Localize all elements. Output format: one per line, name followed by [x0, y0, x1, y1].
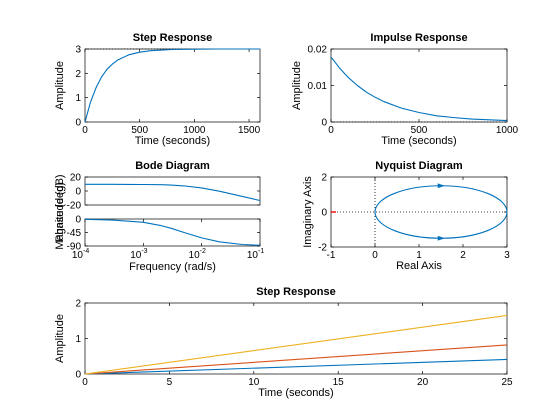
- step-response-bottom-axes-box: [84, 302, 508, 375]
- nyquist-xtick-label-1: 0: [372, 250, 378, 261]
- step-response-bottom-xtick-label-4: 20: [417, 377, 429, 388]
- step-response-bottom-xtick-label-2: 10: [248, 377, 260, 388]
- nyquist-panel: -1 0 1 2 3 -2 0 2 Nyquist Diagram Real Axis Imagin…: [302, 160, 510, 272]
- nyquist-direction-arrow-1: [437, 235, 445, 241]
- bode-phase-xlabel: Frequency (rad/s): [129, 261, 216, 273]
- nyquist-direction-arrow-0: [437, 183, 445, 189]
- bode-phase-ytick-label-1: -45: [67, 228, 82, 239]
- bode-phase-xtick-base-1: 10: [130, 250, 142, 261]
- nyquist-title: Nyquist Diagram: [375, 160, 463, 172]
- bode-phase-xtick-exp-0: -4: [83, 248, 89, 255]
- bode-magnitude-series-0: [85, 183, 261, 202]
- impulse-response-ytick-label-1: 0.01: [308, 81, 328, 92]
- bode-phase-xtick-exp-1: -3: [141, 248, 147, 255]
- step-response-top-title: Step Response: [133, 32, 212, 44]
- impulse-response-series-0: [330, 56, 508, 122]
- impulse-response-xtick-label-0: 0: [328, 125, 334, 136]
- step-response-top-axes-box: [84, 48, 261, 123]
- step-response-bottom-xtick-label-5: 25: [501, 377, 513, 388]
- step-response-top-ytick-label-0: 0: [75, 118, 81, 129]
- bode-phase-xtick-exp-2: -2: [200, 248, 206, 255]
- bode-phase-series-0: [84, 218, 261, 246]
- step-response-top-series-0: [84, 48, 260, 123]
- bode-phase-ytick-label-0: -90: [67, 242, 82, 253]
- impulse-response-xtick-label-1: 500: [411, 125, 428, 136]
- bode-magnitude-axes-box: [84, 176, 261, 206]
- impulse-response-xlabel: Time (seconds): [381, 135, 456, 147]
- nyquist-ytick-label-2: 2: [321, 173, 327, 184]
- step-response-top-panel: 0 500 1000 1500 0 1 2 3 Step Response Time (secon…: [54, 32, 261, 147]
- step-response-top-ytick-label-2: 2: [75, 69, 81, 80]
- bode-magnitude-ytick-label-0: -20: [67, 201, 82, 212]
- step-response-bottom-series-0: [84, 358, 508, 375]
- step-response-bottom-ytick-label-0: 0: [75, 370, 81, 381]
- step-response-bottom-series-2: [84, 314, 508, 375]
- impulse-response-panel: 0 500 1000 0 0.01 0.02 Impulse Response Time (s…: [291, 32, 519, 147]
- step-response-top-ytick-label-3: 3: [75, 45, 81, 56]
- step-response-bottom-xtick-label-3: 15: [333, 377, 345, 388]
- step-response-top-xtick-label-2: 1000: [183, 125, 206, 136]
- bode-phase-xtick-base-3: 10: [247, 250, 259, 261]
- step-response-top-ytick-label-1: 1: [75, 93, 81, 104]
- step-response-top-xlabel: Time (seconds): [135, 135, 210, 147]
- nyquist-xtick-label-4: 3: [504, 250, 510, 261]
- step-response-bottom-xtick-label-1: 5: [167, 377, 173, 388]
- nyquist-ytick-label-0: -2: [318, 243, 327, 254]
- bode-magnitude-ytick-label-1: 0: [75, 187, 81, 198]
- step-response-bottom-xtick-label-0: 0: [82, 377, 88, 388]
- step-response-bottom-title: Step Response: [256, 286, 335, 298]
- step-response-bottom-series-1: [84, 344, 508, 375]
- bode-phase-xtick-exp-3: -1: [258, 248, 264, 255]
- step-response-bottom-panel: 0 5 10 15 20 25 0 1 2 Step Response Time (seconds)…: [54, 286, 513, 399]
- step-response-top-xtick-label-1: 500: [131, 125, 148, 136]
- bode-magnitude-ylabel: Magnitude (dB): [54, 174, 66, 249]
- nyquist-ylabel: Imaginary Axis: [302, 176, 314, 248]
- nyquist-xtick-label-3: 2: [460, 250, 466, 261]
- step-response-top-xtick-label-0: 0: [82, 125, 88, 136]
- nyquist-ytick-label-1: 0: [321, 208, 327, 219]
- impulse-response-ytick-label-0: 0: [321, 118, 327, 129]
- impulse-response-title: Impulse Response: [370, 32, 467, 44]
- nyquist-xtick-label-0: -1: [327, 250, 336, 261]
- step-response-top-xtick-label-3: 1500: [238, 125, 261, 136]
- step-response-bottom-ytick-label-1: 1: [75, 334, 81, 345]
- bode-phase-xtick-base-0: 10: [72, 250, 84, 261]
- step-response-top-ylabel: Amplitude: [54, 61, 66, 110]
- bode-phase-ylabel: Phase (deg): [54, 182, 66, 242]
- bode-magnitude-panel: -20 0 20 Bode Diagram Magnitude (dB): [54, 160, 261, 250]
- nyquist-xtick-label-2: 1: [416, 250, 422, 261]
- bode-magnitude-title: Bode Diagram: [135, 160, 210, 172]
- step-response-bottom-xlabel: Time (seconds): [258, 387, 333, 399]
- impulse-response-ylabel: Amplitude: [291, 61, 303, 110]
- step-response-bottom-ytick-label-2: 2: [75, 299, 81, 310]
- nyquist-xlabel: Real Axis: [396, 260, 442, 272]
- bode-phase-ytick-label-2: 0: [75, 215, 81, 226]
- bode-phase-xtick-base-2: 10: [189, 250, 201, 261]
- bode-magnitude-ytick-label-2: 20: [70, 173, 82, 184]
- step-response-bottom-ylabel: Amplitude: [54, 314, 66, 363]
- impulse-response-xtick-label-2: 1000: [496, 125, 519, 136]
- bode-phase-axes-box: [84, 218, 261, 247]
- impulse-response-ytick-label-2: 0.02: [308, 45, 328, 56]
